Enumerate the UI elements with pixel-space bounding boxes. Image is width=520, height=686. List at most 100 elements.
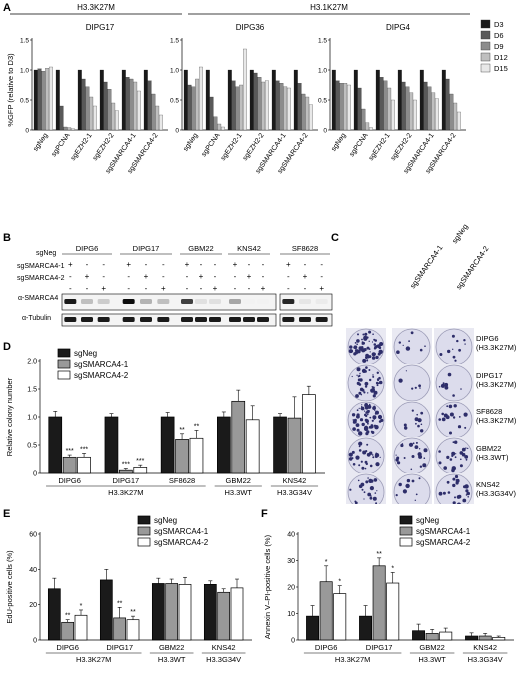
sign-sgsmarca4-2: - (186, 284, 189, 293)
sign-sgneg: - (320, 260, 323, 269)
sign-sgsmarca4-1: + (199, 272, 204, 281)
bar-sgezh2-1-d6 (379, 77, 384, 131)
bar-sgpcna-d6 (59, 105, 64, 131)
colony-dot (368, 330, 372, 334)
bar-sgpcna-d3 (353, 69, 358, 131)
x-tick-label-dipg17: DIPG17 (366, 643, 393, 652)
panel-a-legend: D3 D6 D9 D12 D15 (480, 19, 508, 73)
x-tick-label-dipg6: DIPG6 (56, 643, 79, 652)
chart-title-dipg4: DIPG4 (386, 23, 411, 32)
legend-label-sgneg: sgNeg (154, 516, 177, 525)
colony-dot (368, 369, 371, 371)
colony-dot (452, 416, 456, 419)
colony-dot (423, 448, 428, 453)
smarca4-band (181, 299, 193, 304)
colony-dot (405, 370, 407, 372)
colony-dot (352, 463, 356, 466)
bar-kns42-sgsmarca4-1 (217, 591, 231, 641)
colony-dot (353, 345, 358, 350)
colony-dot (373, 390, 378, 395)
sign-sgneg: - (262, 260, 265, 269)
bar-sf8628-sgneg (160, 416, 175, 474)
sign-sgsmarca4-1: + (144, 272, 149, 281)
sign-sgsmarca4-2: - (287, 284, 290, 293)
row-label-sgneg: sgNeg (36, 250, 57, 257)
bar-dipg6-sgsmarca4-2 (74, 614, 88, 641)
colony-dot (452, 477, 456, 481)
colony-dot (449, 412, 454, 417)
legend-label-sgsmarca4-2: sgSMARCA4-2 (416, 538, 471, 547)
sign-sgsmarca4-2: + (261, 284, 266, 293)
y-tick-label: 0.5 (170, 98, 179, 105)
colony-dot (372, 333, 374, 335)
colony-dot (379, 416, 382, 418)
bar-sgsmarca4-2-d6 (445, 78, 450, 131)
sign-sgsmarca4-1: - (186, 272, 189, 281)
sign-sgsmarca4-1: + (247, 272, 252, 281)
colony-dot (348, 349, 353, 354)
sign-sgsmarca4-1: - (214, 272, 217, 281)
legend-swatch-d6 (480, 30, 491, 40)
tubulin-band (157, 317, 170, 322)
colony-dot (376, 490, 378, 492)
bar-dipg17-sgsmarca4-2 (126, 619, 140, 641)
colony-dot (361, 404, 363, 406)
colony-dot (358, 383, 362, 386)
colony-dot (374, 345, 378, 349)
bar-kns42-sgsmarca4-2 (230, 587, 244, 641)
group-label-h3-3k27m: H3.3K27M (76, 655, 111, 664)
colony-dot (351, 413, 356, 417)
sign-sgneg: - (200, 260, 203, 269)
colony-dot (351, 450, 355, 454)
panel-label-c: C (331, 232, 339, 244)
y-tick-label: 1.5 (27, 387, 37, 394)
legend-swatch-d3 (480, 19, 491, 29)
colony-dot (358, 407, 360, 409)
colony-dot (360, 460, 363, 463)
legend-label-sgsmarca4-1: sgSMARCA4-1 (154, 527, 209, 536)
bar-sgezh2-2-d9 (405, 86, 410, 131)
bar-sgneg-d3 (183, 69, 188, 131)
bar-dipg17-sgneg (359, 615, 373, 641)
colony-dot (395, 458, 399, 462)
colony-dot (362, 358, 367, 363)
colony-dot (356, 374, 358, 376)
legend-label-d15: D15 (494, 64, 508, 73)
colony-dot (365, 414, 368, 418)
colony-dot (367, 477, 369, 479)
colony-dot (364, 381, 369, 386)
colony-dot (358, 484, 363, 489)
legend-label-sgsmarca4-1: sgSMARCA4-1 (74, 360, 129, 369)
colony-dot (361, 422, 365, 427)
colony-dot (374, 339, 377, 342)
legend-label-sgsmarca4-2: sgSMARCA4-2 (154, 538, 209, 547)
bar-sgsmarca4-2-d12 (453, 102, 458, 131)
significance-mark: ** (376, 551, 382, 558)
colony-dot (422, 463, 427, 468)
sign-sgneg: - (304, 260, 307, 269)
colony-dot (367, 404, 372, 409)
colony-dot (380, 418, 384, 422)
smarca4-band (243, 299, 255, 304)
bar-sgpcna-d3 (205, 69, 210, 131)
tubulin-band (282, 317, 295, 322)
colony-dot (419, 387, 421, 389)
y-axis-label: Annexin V–PI-positive cells (%) (263, 534, 272, 639)
colony-dot (367, 413, 369, 416)
bar-sgezh2-1-d6 (231, 80, 236, 131)
sign-sgneg: - (86, 260, 89, 269)
cell-line-label-sf8628: SF8628 (292, 244, 318, 253)
sign-sgsmarca4-2: + (161, 284, 166, 293)
colony-dot (403, 457, 406, 459)
x-tick-label-sgezh2-1: sgEZH2-1 (70, 132, 94, 162)
colony-dot (420, 429, 424, 433)
colony-dot (375, 355, 379, 360)
tubulin-band (140, 317, 152, 322)
colony-dot (365, 366, 368, 369)
colony-dot (461, 447, 466, 452)
colony-dot (405, 483, 410, 489)
colony-dot (356, 367, 361, 372)
colony-dot (467, 496, 469, 498)
bar-dipg6-sgneg (47, 588, 61, 641)
panel-label-a: A (3, 2, 11, 14)
